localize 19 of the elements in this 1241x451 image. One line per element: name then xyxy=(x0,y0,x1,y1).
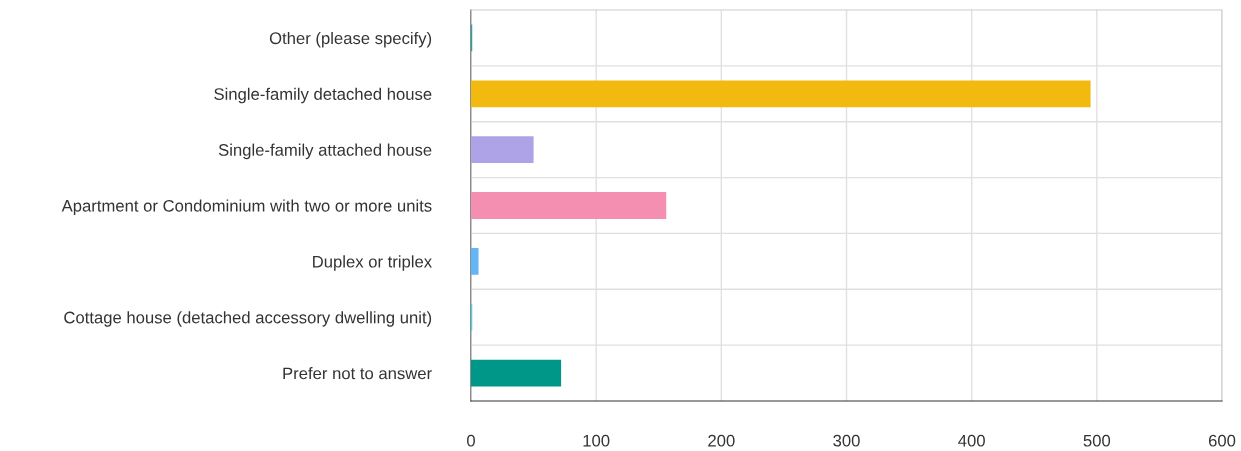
x-tick-label: 300 xyxy=(833,434,860,447)
bar xyxy=(471,247,479,275)
y-tick-label: Duplex or triplex xyxy=(313,255,432,271)
bar xyxy=(471,136,534,164)
y-tick-label: Apartment or Condominium with two or more units xyxy=(61,199,432,215)
x-tick-label: 400 xyxy=(958,434,985,447)
x-tick-label: 500 xyxy=(1083,434,1111,447)
x-tick-label: 0 xyxy=(467,434,475,447)
y-tick-label: Cottage house (detached accessory dwelling unit) xyxy=(64,311,432,327)
x-tick-label: 600 xyxy=(1208,434,1236,447)
y-tick-label: Single-family attached house xyxy=(218,143,432,160)
bar xyxy=(471,80,1091,108)
y-tick-label: Single-family detached house xyxy=(214,87,432,104)
bar xyxy=(471,192,667,219)
y-tick-label: Other (please specify) xyxy=(269,31,432,48)
bar xyxy=(471,359,562,387)
x-tick-label: 100 xyxy=(583,434,610,447)
y-tick-label: Prefer not to answer xyxy=(283,367,432,380)
x-tick-label: 200 xyxy=(708,434,735,447)
